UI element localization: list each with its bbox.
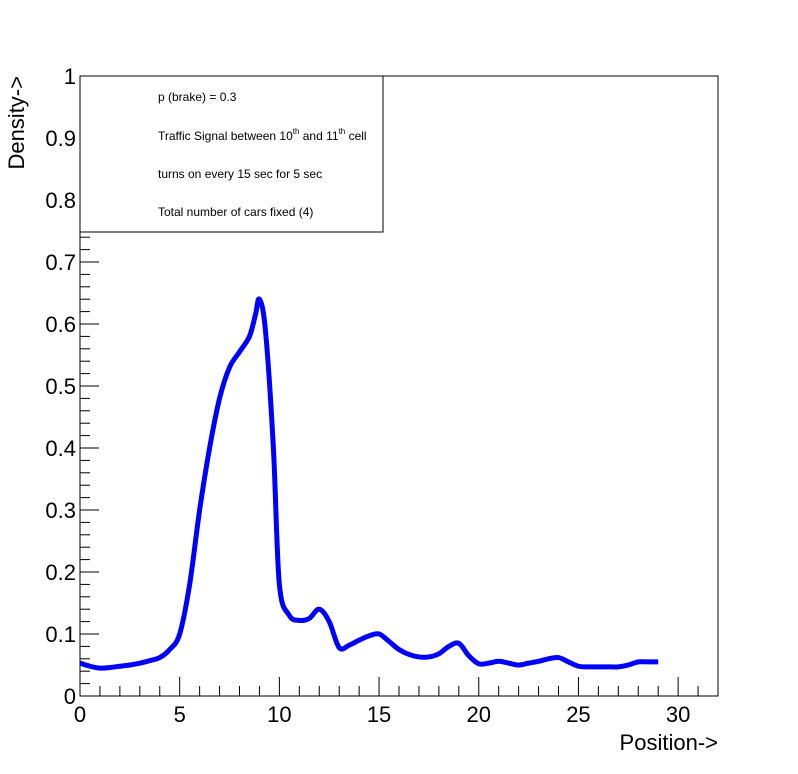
y-tick-label: 0.6: [45, 312, 76, 337]
annotation-signal-pre: Traffic Signal between 10: [158, 129, 293, 143]
x-axis-title: Position->: [620, 730, 718, 755]
annotation-box-frame: [79, 75, 384, 233]
y-tick-label: 0.2: [45, 560, 76, 585]
x-tick-label: 5: [174, 702, 186, 727]
y-axis-title: Density->: [4, 76, 29, 170]
y-tick-label: 0.7: [45, 250, 76, 275]
x-axis-ticks: [79, 677, 719, 696]
y-tick-label: 0.8: [45, 188, 76, 213]
x-axis-tick-labels: 0 5 10 15 20 25 30: [74, 702, 690, 727]
x-tick-label: 30: [666, 702, 690, 727]
annotation-timing: turns on every 15 sec for 5 sec: [158, 167, 322, 181]
y-axis-tick-labels: 0 0.1 0.2 0.3 0.4 0.5 0.6 0.7 0.8 0.9 1: [45, 64, 76, 709]
x-tick-label: 0: [74, 702, 86, 727]
annotation-signal-sup1: th: [293, 127, 300, 136]
x-tick-label: 10: [267, 702, 291, 727]
annotation-brake: p (brake) = 0.3: [158, 90, 237, 104]
annotation-box: p (brake) = 0.3 Traffic Signal between 1…: [79, 75, 384, 233]
annotation-signal-post: cell: [345, 129, 366, 143]
y-tick-label: 1: [64, 64, 76, 89]
x-tick-label: 15: [367, 702, 391, 727]
annotation-signal-mid: and 11: [299, 129, 338, 143]
annotation-signal: Traffic Signal between 10th and 11th cel…: [158, 127, 367, 143]
y-tick-label: 0.5: [45, 374, 76, 399]
y-tick-label: 0.3: [45, 498, 76, 523]
annotation-cars: Total number of cars fixed (4): [158, 205, 313, 219]
y-tick-label: 0.9: [45, 126, 76, 151]
x-tick-label: 20: [467, 702, 491, 727]
y-tick-label: 0.1: [45, 622, 76, 647]
x-tick-label: 25: [566, 702, 590, 727]
annotation-signal-sup2: th: [339, 127, 346, 136]
y-tick-label: 0: [64, 684, 76, 709]
series-layer: [79, 296, 659, 671]
y-tick-label: 0.4: [45, 436, 76, 461]
density-series-line: [79, 296, 659, 671]
